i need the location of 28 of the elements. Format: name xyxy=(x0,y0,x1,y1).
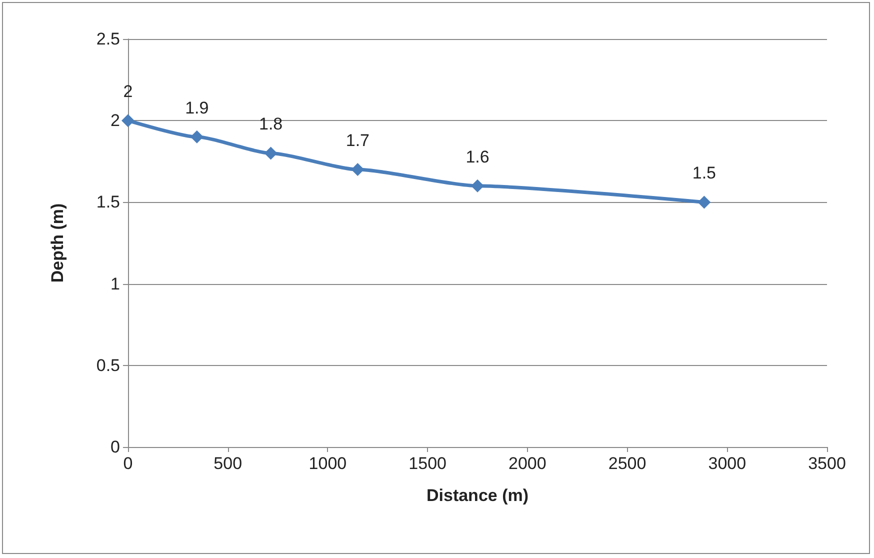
x-tick-label: 0 xyxy=(123,454,133,473)
x-tick-label: 2000 xyxy=(508,454,546,473)
data-label: 1.8 xyxy=(258,114,283,134)
x-tick-label: 500 xyxy=(214,454,242,473)
point xyxy=(471,179,484,192)
y-tick-label: 2 xyxy=(110,111,120,130)
data-label: 2 xyxy=(123,82,133,102)
y-tick-label: 1.5 xyxy=(96,192,120,212)
x-tick-label: 3000 xyxy=(708,454,746,473)
data-label: 1.7 xyxy=(346,131,370,150)
x-tick-label: 3500 xyxy=(808,454,846,473)
y-tick-label: 0.5 xyxy=(96,356,120,375)
y-tick-label: 1 xyxy=(110,274,120,294)
point xyxy=(122,114,134,128)
y-axis-title: Depth (m) xyxy=(48,203,67,283)
y-tick-label: 0 xyxy=(110,438,120,456)
point xyxy=(264,146,278,160)
x-tick-label: 1500 xyxy=(408,454,446,473)
point xyxy=(190,130,204,144)
data-label: 1.5 xyxy=(692,164,716,183)
data-label: 1.6 xyxy=(466,147,490,166)
x-axis-title: Distance (m) xyxy=(426,486,529,505)
y-tick-label: 2.5 xyxy=(96,30,120,48)
point xyxy=(351,163,364,176)
x-tick-label: 1000 xyxy=(308,454,347,473)
x-tick-label: 2500 xyxy=(608,454,646,473)
data-label: 1.9 xyxy=(185,98,209,118)
point xyxy=(698,196,711,209)
